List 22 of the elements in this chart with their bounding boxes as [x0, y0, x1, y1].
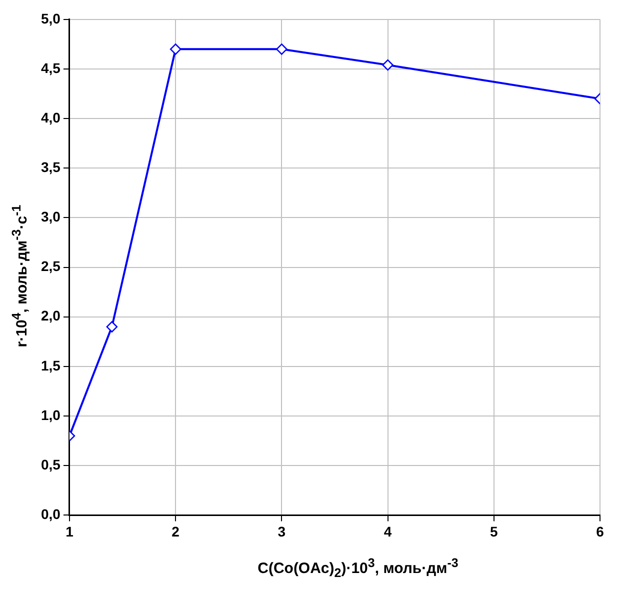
y-tick-label: 3,5 [40, 159, 61, 175]
y-tick-label: 0,0 [40, 506, 61, 522]
x-tick-label: 2 [172, 523, 180, 540]
point [170, 44, 182, 55]
y-tick-label: 2,5 [40, 258, 61, 274]
y-tick-label: 3,0 [40, 208, 61, 225]
y-tick-label: 1,5 [40, 357, 61, 374]
y-tick-label: 1,0 [40, 406, 61, 423]
x-tick-label: 4 [384, 523, 392, 540]
x-axis-title: C(Co(OAc)$_{2}$)·10$^{3}$, моль·дм$^{-3}$ [258, 556, 458, 580]
x-tick-label: 1 [66, 523, 74, 540]
y-tick-label: 5,0 [40, 10, 61, 26]
y-tick-label: 4,0 [40, 109, 61, 126]
y-tick-label: 2,0 [40, 308, 61, 324]
point [106, 321, 118, 332]
point [276, 44, 288, 55]
x-tick-label: 5 [490, 523, 498, 540]
y-tick-label: 4,5 [40, 60, 61, 76]
point [382, 59, 394, 71]
x-tick-label: 6 [596, 523, 604, 540]
x-tick-label: 3 [278, 523, 286, 540]
y-tick-label: 0,5 [40, 456, 61, 472]
